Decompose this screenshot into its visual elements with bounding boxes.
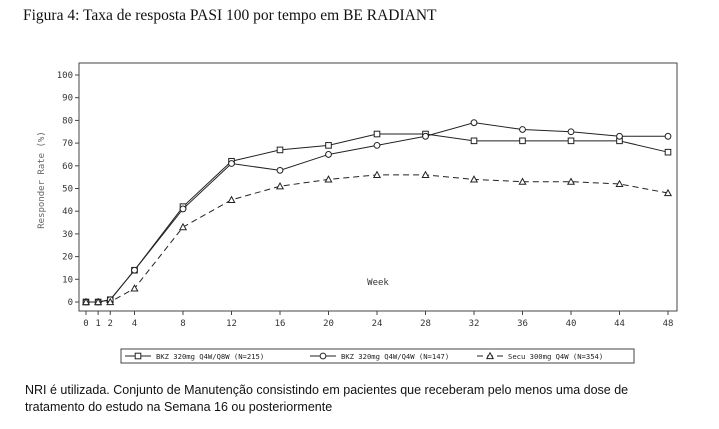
y-axis-ticks: 0 10 20 30 40 50 60 70 80 90 100 [57, 71, 79, 308]
data-point [372, 170, 382, 178]
legend-item-3: Secu 300mg Q4W (N=354) [477, 351, 603, 361]
x-axis-ticks: 0 1 2 4 8 12 16 20 24 28 32 36 40 44 48 [83, 311, 673, 329]
data-point [567, 137, 575, 145]
plot-frame [78, 62, 678, 312]
x-tick-label: 2 [108, 319, 113, 329]
data-point [663, 188, 673, 197]
data-point [566, 177, 576, 185]
data-point [664, 132, 672, 140]
data-point [106, 297, 115, 306]
y-tick-label: 100 [57, 71, 73, 81]
data-point [664, 148, 672, 156]
y-tick-label: 40 [62, 207, 73, 217]
data-point [275, 181, 285, 190]
y-tick-label: 30 [62, 230, 73, 240]
x-tick-label: 24 [372, 319, 383, 329]
x-tick-label: 40 [566, 319, 577, 329]
data-point [422, 132, 429, 140]
data-point [130, 284, 139, 292]
series-line [86, 122, 668, 303]
legend-label: Secu 300mg Q4W (N=354) [508, 352, 603, 361]
data-point [227, 195, 236, 203]
data-point [615, 179, 624, 188]
y-tick-label: 10 [62, 275, 73, 285]
data-point [519, 126, 526, 133]
y-tick-label: 80 [62, 116, 73, 126]
data-point [421, 170, 430, 178]
x-tick-label: 8 [180, 319, 185, 329]
data-point [567, 128, 575, 136]
footnote: NRI é utilizada. Conjunto de Manutenção … [25, 383, 629, 414]
legend-label: BKZ 320mg Q4W/Q8W (N=215) [156, 352, 264, 361]
x-tick-label: 48 [663, 319, 674, 329]
legend-marker [485, 351, 495, 360]
y-tick-label: 70 [62, 139, 73, 149]
legend-marker [319, 352, 327, 360]
y-axis-label: Responder Rate (%) [37, 131, 47, 229]
data-point [324, 175, 333, 183]
legend-label: BKZ 320mg Q4W/Q4W (N=147) [341, 352, 449, 361]
x-tick-label: 4 [132, 319, 137, 329]
x-tick-label: 32 [469, 319, 480, 329]
data-point [470, 137, 478, 145]
data-point [373, 130, 381, 138]
x-tick-label: 0 [83, 319, 88, 329]
series-line [86, 133, 669, 303]
data-point [325, 142, 332, 149]
data-point [373, 141, 381, 149]
data-point [81, 297, 91, 306]
legend-item-1: BKZ 320mg Q4W/Q8W (N=215) [125, 352, 264, 361]
legend-item-2: BKZ 320mg Q4W/Q4W (N=147) [310, 352, 449, 361]
x-tick-label: 44 [614, 319, 625, 329]
y-tick-label: 0 [68, 298, 73, 308]
x-axis-label: Week [367, 278, 389, 288]
x-tick-label: 20 [323, 319, 334, 329]
x-tick-label: 1 [95, 319, 100, 329]
y-tick-label: 60 [62, 162, 73, 172]
data-point [470, 119, 478, 127]
data-point [228, 160, 235, 167]
data-point [179, 205, 187, 213]
data-point [616, 132, 623, 140]
data-point [469, 175, 479, 183]
legend-items: BKZ 320mg Q4W/Q8W (N=215) BKZ 320mg Q4W/Q… [125, 351, 603, 361]
series-layer [81, 119, 673, 306]
legend-box [120, 348, 635, 364]
x-tick-label: 28 [420, 319, 431, 329]
y-tick-label: 50 [62, 185, 73, 195]
legend: BKZ 320mg Q4W/Q8W (N=215) BKZ 320mg Q4W/Q… [120, 348, 635, 364]
data-point [276, 146, 284, 154]
x-tick-label: 12 [226, 319, 237, 329]
data-point [518, 177, 527, 185]
x-tick-label: 16 [275, 319, 286, 329]
data-point [519, 137, 526, 145]
data-point [276, 166, 284, 174]
data-point [178, 222, 188, 231]
data-point [94, 297, 103, 306]
series-3 [81, 170, 673, 306]
x-tick-label: 36 [517, 319, 528, 329]
figure-title: Figura 4: Taxa de resposta PASI 100 por … [23, 7, 437, 24]
data-point [325, 151, 332, 158]
y-tick-label: 20 [62, 253, 73, 263]
data-point [131, 266, 138, 274]
legend-marker [134, 352, 142, 360]
y-tick-label: 90 [62, 94, 73, 104]
